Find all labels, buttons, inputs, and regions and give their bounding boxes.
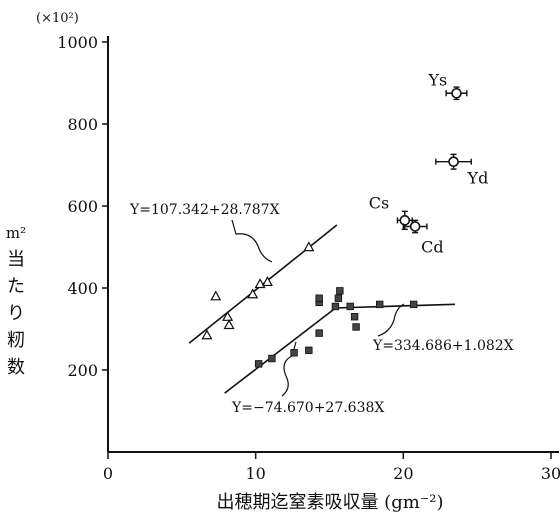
square-point [409,300,418,309]
regression-line [224,308,335,394]
square-point [290,349,298,357]
circle-point [451,87,462,99]
triangle-point [222,310,234,321]
equation-leader [377,303,405,337]
square-point [346,302,354,311]
x-tick-label: 0 [103,464,113,483]
triangle-point [210,290,222,301]
square-point [305,346,313,355]
x-tick-label: 30 [541,464,560,483]
y-tick-label: 1000 [57,33,98,52]
square-point [331,302,340,311]
triangle-point [247,288,259,299]
axes: 200 400 600 800 1000 (×10²) 0 10 20 30 出穂期迄窒素吸収量 (… [6,11,560,513]
x-tick-label: 10 [245,464,265,483]
triangle-point [303,241,315,252]
point-label: Cd [421,238,443,257]
square-point [376,300,384,309]
square-point [254,360,263,368]
square-point [268,354,276,363]
data-marks [201,86,472,368]
equation-label: Y=107.342+28.787X [129,202,280,218]
text-labels: Ys Yd Cs Cd Y=107.342+28.787X Y=−74.670+27.63… [129,70,514,416]
triangle-point [261,276,273,287]
y-tick-label: 400 [67,279,98,298]
y-axis-title-char: た [7,276,25,297]
equation-label: Y=334.686+1.082X [372,338,514,354]
y-axis-title-char: 籾 [7,330,25,351]
equation-label: Y=−74.670+27.638X [231,400,384,416]
y-axis-title-char: 数 [7,357,25,378]
y-tick-label: 200 [67,361,98,380]
label-leaders [231,219,405,397]
point-label: Ys [427,70,447,89]
y-axis-title-char: m² [6,224,26,242]
circle-point [448,156,459,168]
square-point [334,294,343,302]
circle-point [399,215,411,226]
triangle-point [201,329,213,340]
circle-point [409,221,421,232]
square-point [352,323,360,331]
y-scale-label: (×10²) [36,11,79,26]
y-tick-label: 600 [67,197,98,216]
equation-leader [281,341,297,397]
square-point [336,287,344,295]
equation-leader [231,219,273,263]
point-label: Yd [467,169,489,188]
y-axis-title-char: り [7,303,25,324]
x-tick-label: 20 [393,464,413,483]
x-axis-title: 出穂期迄窒素吸収量 (gm⁻²) [216,492,443,513]
y-axis-title-char: 当 [7,249,25,270]
regression-lines [188,224,456,394]
square-point [315,329,323,337]
square-point [315,294,323,302]
point-label: Cs [369,193,389,212]
y-tick-label: 800 [67,115,98,134]
square-point [350,312,359,321]
triangle-point [223,319,235,330]
regression-line [333,303,456,309]
